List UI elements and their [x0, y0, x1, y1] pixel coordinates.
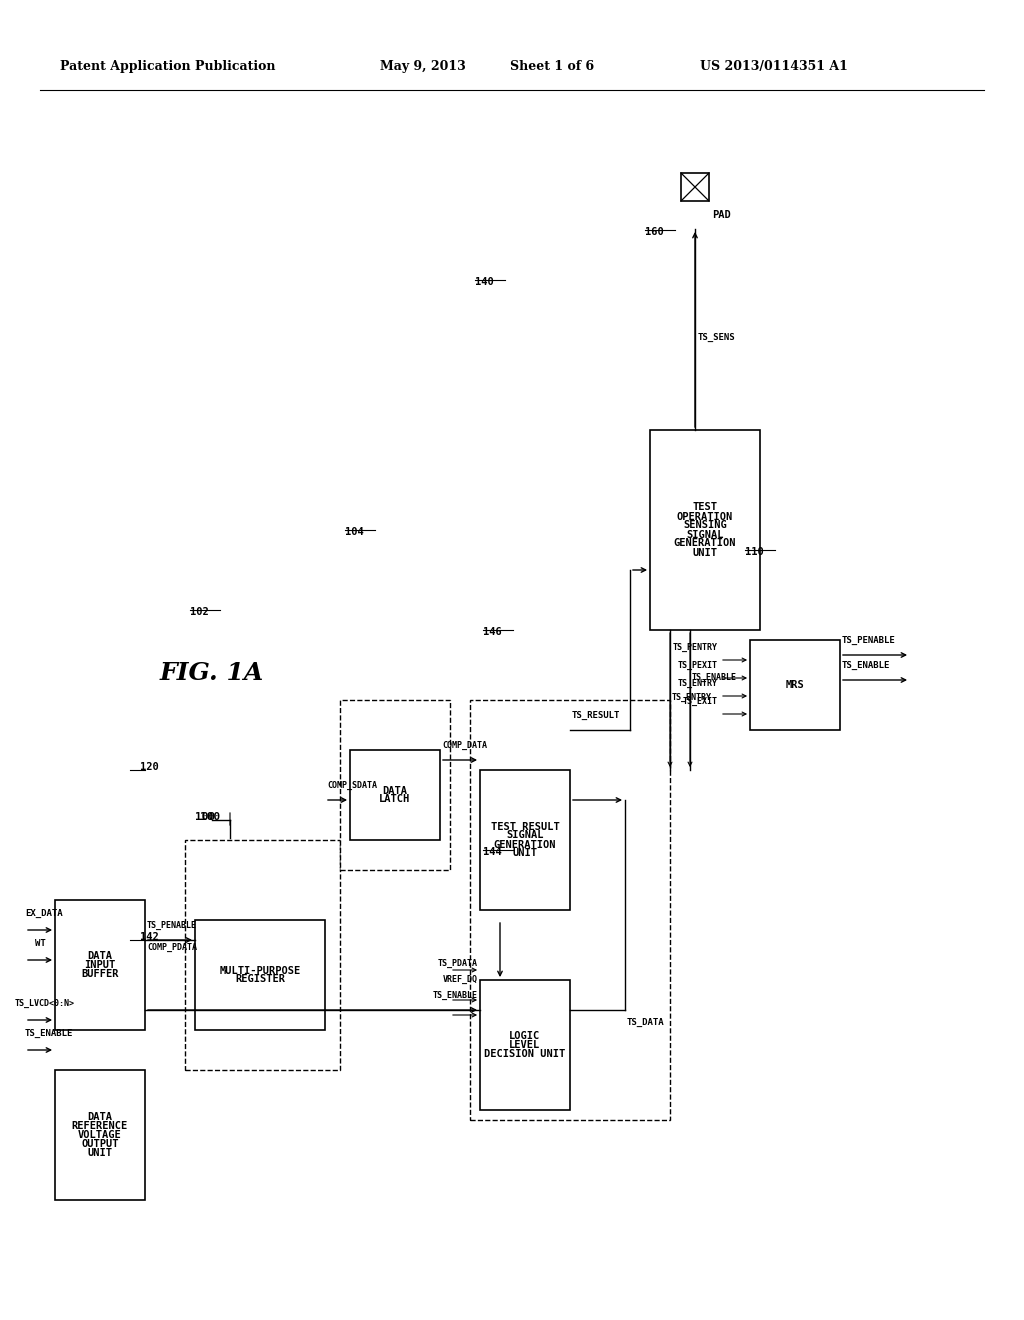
- Text: SIGNAL: SIGNAL: [686, 529, 724, 540]
- Text: BUFFER: BUFFER: [81, 969, 119, 979]
- Text: LEVEL: LEVEL: [509, 1040, 541, 1049]
- Text: TS_ENABLE: TS_ENABLE: [433, 991, 478, 1001]
- Text: REGISTER: REGISTER: [234, 974, 285, 985]
- Text: TS_ENTRY: TS_ENTRY: [678, 678, 718, 688]
- Text: GENERATION: GENERATION: [674, 539, 736, 549]
- Text: 144: 144: [483, 847, 502, 857]
- Text: DATA: DATA: [87, 950, 113, 961]
- Bar: [55, 900, 145, 1030]
- Text: SENSING: SENSING: [683, 520, 727, 531]
- Text: TS_PENABLE: TS_PENABLE: [842, 636, 896, 645]
- Text: SIGNAL: SIGNAL: [506, 830, 544, 841]
- Text: REFERENCE: REFERENCE: [72, 1121, 128, 1131]
- Text: FIG. 1A: FIG. 1A: [160, 661, 264, 685]
- Text: 142: 142: [140, 932, 159, 942]
- Text: TS_PENABLE: TS_PENABLE: [147, 921, 197, 931]
- Text: US 2013/0114351 A1: US 2013/0114351 A1: [700, 59, 848, 73]
- Text: TS_ENTRY: TS_ENTRY: [672, 693, 712, 702]
- Text: TS_ENABLE: TS_ENABLE: [692, 673, 737, 682]
- Text: LOGIC: LOGIC: [509, 1031, 541, 1041]
- Text: INPUT: INPUT: [84, 960, 116, 970]
- Text: TS_LVCD<0:N>: TS_LVCD<0:N>: [15, 999, 75, 1008]
- Text: MULTI-PURPOSE: MULTI-PURPOSE: [219, 965, 301, 975]
- Text: Patent Application Publication: Patent Application Publication: [60, 59, 275, 73]
- Text: WT: WT: [35, 939, 46, 948]
- Text: 140: 140: [475, 277, 494, 286]
- Text: TEST RESULT: TEST RESULT: [490, 821, 559, 832]
- Bar: [350, 750, 440, 840]
- Text: DATA: DATA: [383, 785, 408, 796]
- Text: COMP_DATA: COMP_DATA: [442, 741, 487, 750]
- Text: TS_DATA: TS_DATA: [627, 1018, 665, 1027]
- Text: OUTPUT: OUTPUT: [81, 1139, 119, 1148]
- Text: OPERATION: OPERATION: [677, 511, 733, 521]
- Text: TS_PDATA: TS_PDATA: [438, 960, 478, 968]
- Text: 146: 146: [483, 627, 502, 638]
- Bar: [650, 430, 760, 630]
- Bar: [340, 700, 450, 870]
- Text: Sheet 1 of 6: Sheet 1 of 6: [510, 59, 594, 73]
- Text: 104: 104: [345, 527, 364, 537]
- Text: TS_PENTRY: TS_PENTRY: [673, 643, 718, 652]
- Bar: [195, 920, 325, 1030]
- Text: TS_EXIT: TS_EXIT: [683, 697, 718, 706]
- Text: LATCH: LATCH: [379, 795, 411, 804]
- Bar: [750, 640, 840, 730]
- Text: 120: 120: [140, 762, 159, 772]
- Text: UNIT: UNIT: [512, 849, 538, 858]
- Text: TEST: TEST: [692, 503, 718, 512]
- Text: 160: 160: [645, 227, 664, 238]
- Text: TS_RESULT: TS_RESULT: [572, 711, 621, 721]
- Text: COMP_SDATA: COMP_SDATA: [327, 781, 377, 791]
- Text: TS_SENS: TS_SENS: [698, 333, 735, 342]
- Text: MRS: MRS: [785, 680, 805, 690]
- Bar: [55, 1071, 145, 1200]
- Text: May 9, 2013: May 9, 2013: [380, 59, 466, 73]
- Bar: [480, 770, 570, 909]
- Text: COMP_PDATA: COMP_PDATA: [147, 942, 197, 952]
- Text: TS_PEXIT: TS_PEXIT: [678, 661, 718, 671]
- Bar: [480, 979, 570, 1110]
- Text: GENERATION: GENERATION: [494, 840, 556, 850]
- Text: DECISION UNIT: DECISION UNIT: [484, 1049, 565, 1059]
- Text: 102: 102: [190, 607, 209, 616]
- Text: 110: 110: [745, 546, 764, 557]
- Text: UNIT: UNIT: [692, 548, 718, 557]
- Text: VREF_DQ: VREF_DQ: [443, 975, 478, 985]
- Text: UNIT: UNIT: [87, 1148, 113, 1158]
- Text: TS_ENABLE: TS_ENABLE: [842, 661, 891, 671]
- Text: 100: 100: [195, 812, 215, 822]
- Text: 100: 100: [200, 812, 220, 822]
- Text: VOLTAGE: VOLTAGE: [78, 1130, 122, 1140]
- Bar: [681, 173, 709, 201]
- Bar: [470, 700, 670, 1119]
- Text: TS_ENABLE: TS_ENABLE: [25, 1030, 74, 1038]
- Text: DATA: DATA: [87, 1111, 113, 1122]
- Bar: [185, 840, 340, 1071]
- Text: EX_DATA: EX_DATA: [25, 909, 62, 919]
- Text: PAD: PAD: [712, 210, 731, 220]
